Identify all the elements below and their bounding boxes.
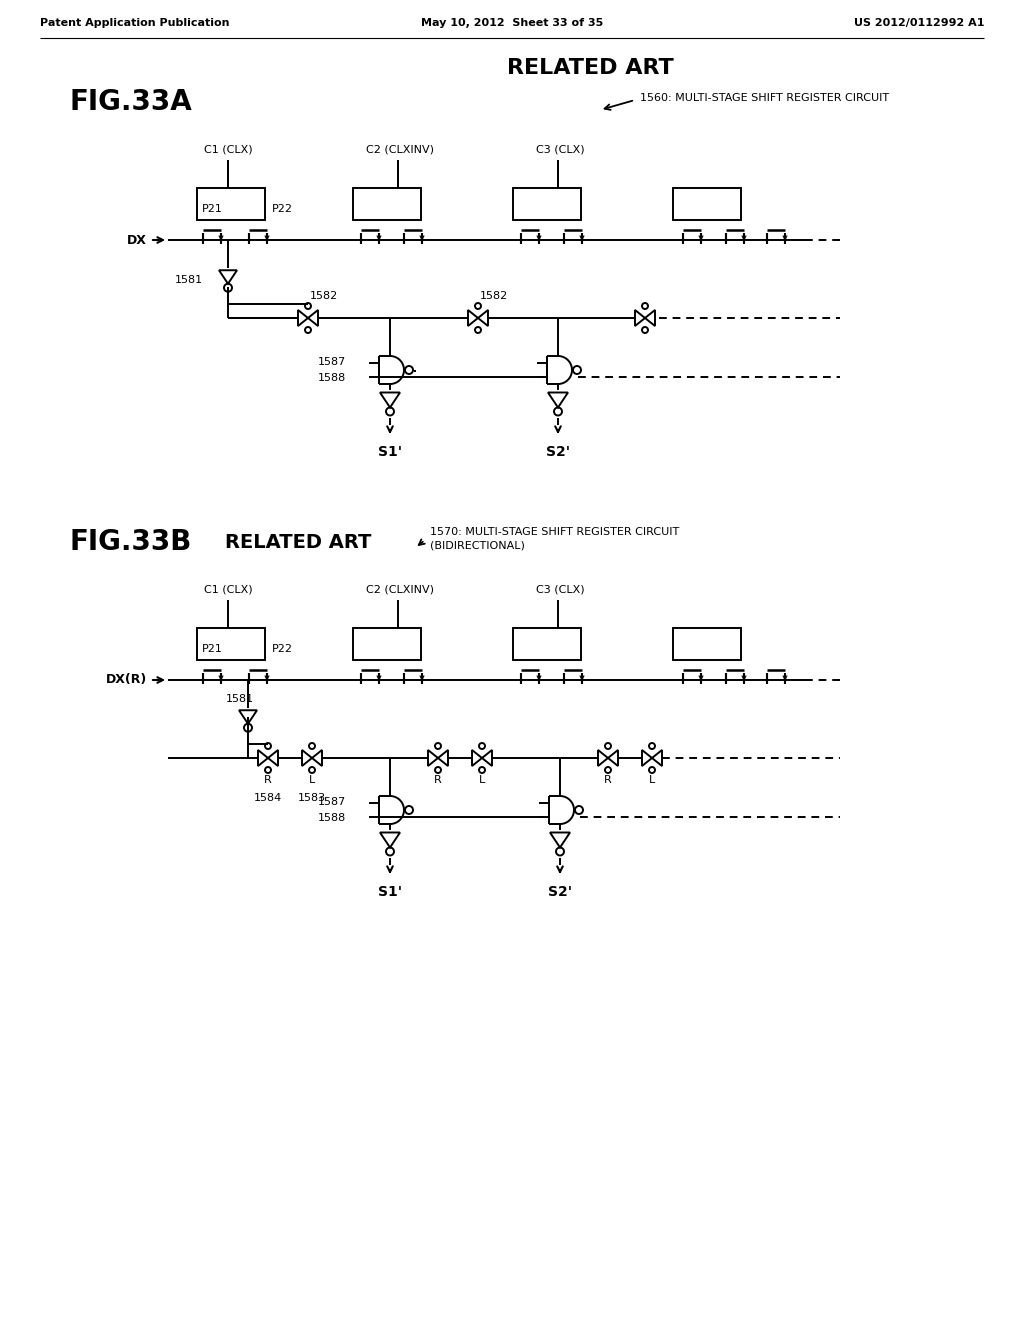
Text: L: L	[479, 775, 485, 785]
Text: DX(R): DX(R)	[105, 673, 147, 686]
Text: R: R	[264, 775, 272, 785]
Text: C3 (CLX): C3 (CLX)	[536, 145, 585, 154]
Text: 1582: 1582	[310, 290, 338, 301]
Text: May 10, 2012  Sheet 33 of 35: May 10, 2012 Sheet 33 of 35	[421, 18, 603, 28]
Text: R: R	[434, 775, 442, 785]
Bar	[353, 628, 421, 660]
Text: C3 (CLX): C3 (CLX)	[536, 585, 585, 595]
Text: 1583: 1583	[298, 793, 326, 803]
Text: C1 (CLX): C1 (CLX)	[204, 145, 252, 154]
Text: P21: P21	[202, 205, 222, 214]
Text: S2': S2'	[546, 445, 570, 459]
Bar	[673, 628, 741, 660]
Text: C2 (CLXINV): C2 (CLXINV)	[366, 145, 434, 154]
Bar	[673, 187, 741, 220]
Text: DX: DX	[127, 234, 147, 247]
Text: S2': S2'	[548, 884, 572, 899]
Text: FIG.33B: FIG.33B	[70, 528, 193, 556]
Text: R: R	[604, 775, 612, 785]
Bar	[197, 628, 265, 660]
Text: S1': S1'	[378, 445, 402, 459]
Text: S1': S1'	[378, 884, 402, 899]
Text: 1560: MULTI-STAGE SHIFT REGISTER CIRCUIT: 1560: MULTI-STAGE SHIFT REGISTER CIRCUIT	[640, 92, 889, 103]
Text: 1581: 1581	[175, 275, 203, 285]
Text: Patent Application Publication: Patent Application Publication	[40, 18, 229, 28]
Text: 1588: 1588	[317, 374, 346, 383]
Text: FIG.33A: FIG.33A	[70, 88, 193, 116]
Text: P22: P22	[271, 644, 293, 653]
Text: 1587: 1587	[317, 356, 346, 367]
Text: C1 (CLX): C1 (CLX)	[204, 585, 252, 595]
Text: 1570: MULTI-STAGE SHIFT REGISTER CIRCUIT: 1570: MULTI-STAGE SHIFT REGISTER CIRCUIT	[430, 527, 679, 537]
Text: (BIDIRECTIONAL): (BIDIRECTIONAL)	[430, 540, 525, 550]
Text: 1584: 1584	[254, 793, 283, 803]
Text: RELATED ART: RELATED ART	[225, 532, 372, 552]
Bar	[353, 187, 421, 220]
Text: C2 (CLXINV): C2 (CLXINV)	[366, 585, 434, 595]
Bar	[513, 628, 581, 660]
Text: US 2012/0112992 A1: US 2012/0112992 A1	[853, 18, 984, 28]
Text: P22: P22	[271, 205, 293, 214]
Bar	[197, 187, 265, 220]
Bar	[513, 187, 581, 220]
Text: P21: P21	[202, 644, 222, 653]
Text: RELATED ART: RELATED ART	[507, 58, 674, 78]
Text: L: L	[309, 775, 315, 785]
Text: 1587: 1587	[317, 797, 346, 807]
Text: 1581: 1581	[226, 694, 254, 704]
Text: 1582: 1582	[480, 290, 508, 301]
Text: L: L	[649, 775, 655, 785]
Text: 1588: 1588	[317, 813, 346, 822]
